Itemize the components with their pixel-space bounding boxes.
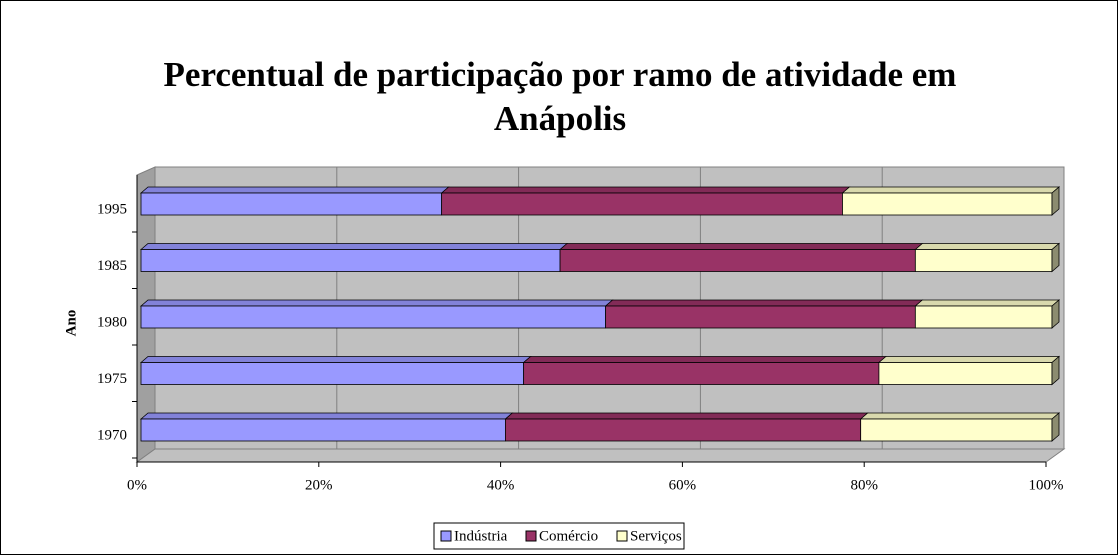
bar-top xyxy=(139,356,532,363)
bar-top xyxy=(139,299,614,307)
y-axis-title: Ano xyxy=(63,310,79,337)
bar-top xyxy=(558,243,924,250)
bar xyxy=(842,192,1053,216)
bar xyxy=(878,362,1053,385)
bar-top xyxy=(914,299,1061,307)
bar xyxy=(523,362,880,385)
bar xyxy=(140,192,443,216)
x-tick-label: 40% xyxy=(487,477,515,493)
legend-label: Serviços xyxy=(630,528,682,544)
legend-swatch xyxy=(616,530,628,542)
legend xyxy=(433,522,685,550)
legend-swatch xyxy=(440,530,452,542)
bar-top xyxy=(139,186,450,194)
legend-label: Indústria xyxy=(454,528,508,544)
bar-side xyxy=(1051,355,1060,386)
y-tick-label: 1985 xyxy=(97,258,127,274)
x-tick-label: 80% xyxy=(850,477,878,493)
floor xyxy=(135,448,1066,463)
y-tick-label: 1970 xyxy=(97,427,127,443)
x-tick-label: 20% xyxy=(305,477,333,493)
bar-side xyxy=(1051,186,1060,216)
x-tick-label: 60% xyxy=(669,477,697,493)
chart-title: Percentual de participação por ramo de a… xyxy=(164,55,957,138)
bar-top xyxy=(859,412,1061,420)
y-tick-label: 1995 xyxy=(97,201,127,217)
bar xyxy=(559,249,916,272)
x-tick-label: 0% xyxy=(127,477,147,493)
bar xyxy=(140,418,506,442)
bar xyxy=(140,305,607,329)
y-tick-label: 1980 xyxy=(97,314,127,330)
x-tick-label: 100% xyxy=(1029,477,1064,493)
bar xyxy=(860,418,1053,442)
bar xyxy=(605,305,916,329)
bar-top xyxy=(841,186,1061,194)
bar-top xyxy=(139,243,569,250)
bar-top xyxy=(139,412,514,420)
bar-side xyxy=(1051,299,1060,329)
bar-top xyxy=(522,356,887,363)
bar-top xyxy=(914,243,1061,250)
bar xyxy=(914,305,1053,329)
bar xyxy=(140,249,561,272)
bar-top xyxy=(440,186,851,194)
bar xyxy=(140,362,525,385)
bar-side xyxy=(1051,412,1060,442)
y-tick-label: 1975 xyxy=(97,371,127,387)
bar xyxy=(441,192,843,216)
bar xyxy=(914,249,1053,272)
bar-side xyxy=(1051,242,1060,273)
bar-top xyxy=(877,356,1061,363)
bar-top xyxy=(504,412,869,420)
bar xyxy=(504,418,862,442)
legend-swatch xyxy=(525,530,537,542)
legend-label: Comércio xyxy=(539,528,598,544)
bar-top xyxy=(604,299,924,307)
